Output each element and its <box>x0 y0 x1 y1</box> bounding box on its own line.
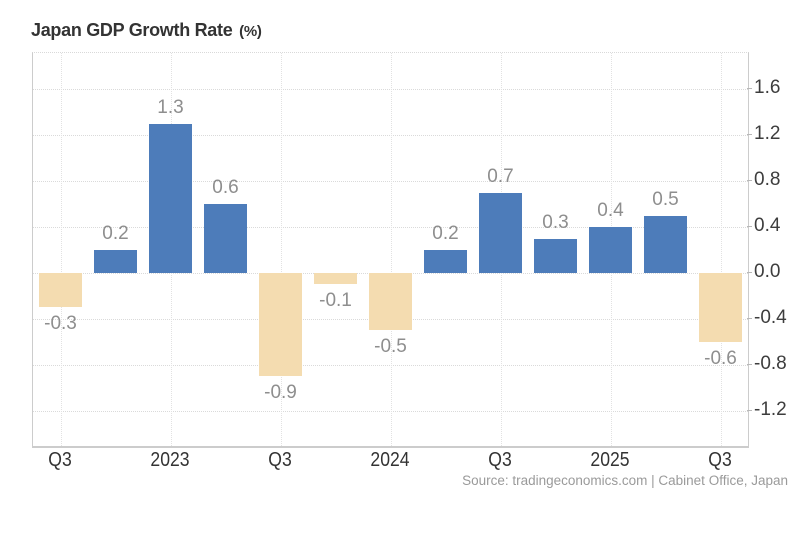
gdp-bar[interactable] <box>204 204 247 273</box>
y-axis-tick <box>747 226 752 228</box>
chart-title-unit: (%) <box>239 23 262 40</box>
source-attribution: Source: tradingeconomics.com | Cabinet O… <box>462 473 788 488</box>
y-axis-tick-label: -0.4 <box>754 306 787 328</box>
y-axis-tick-label: 1.2 <box>754 123 781 145</box>
gdp-bar[interactable] <box>314 273 357 285</box>
gdp-bar[interactable] <box>699 273 742 342</box>
vertical-gridline <box>60 53 62 446</box>
bar-value-label: 0.4 <box>597 200 624 222</box>
y-axis-tick-label: -1.2 <box>754 398 787 420</box>
y-axis-tick-label: 0.8 <box>754 169 781 191</box>
x-axis-tick-label: Q3 <box>267 449 292 471</box>
y-axis-tick-label: 1.6 <box>754 77 781 99</box>
bar-value-label: 0.2 <box>102 223 129 245</box>
x-axis-tick-label: Q3 <box>487 449 512 471</box>
bar-value-label: 0.3 <box>542 211 569 233</box>
gdp-bar[interactable] <box>149 123 192 273</box>
bar-value-label: -0.1 <box>319 290 352 312</box>
bar-value-label: 0.7 <box>487 165 514 187</box>
bar-value-label: 0.6 <box>212 177 239 199</box>
x-axis-tick-label: 2024 <box>369 449 410 471</box>
x-axis-tick-label: Q3 <box>707 449 732 471</box>
y-axis-tick <box>747 317 752 319</box>
chart-title: Japan GDP Growth Rate (%) <box>31 20 262 41</box>
vertical-gridline <box>390 53 392 446</box>
vertical-gridline <box>280 53 282 446</box>
gdp-bar[interactable] <box>424 250 467 273</box>
gdp-bar[interactable] <box>39 273 82 308</box>
gdp-bar[interactable] <box>589 227 632 273</box>
x-axis-tick-label: Q3 <box>47 449 72 471</box>
y-axis-tick <box>747 363 752 365</box>
bar-value-label: -0.3 <box>44 313 77 335</box>
x-axis-tick-label: 2025 <box>589 449 630 471</box>
vertical-gridline <box>720 53 722 446</box>
y-axis-tick <box>747 134 752 136</box>
gdp-bar[interactable] <box>94 250 137 273</box>
bar-value-label: -0.9 <box>264 382 297 404</box>
chart-title-text: Japan GDP Growth Rate <box>31 20 233 40</box>
y-axis-tick-label: 0.4 <box>754 215 781 237</box>
y-axis-tick <box>747 272 752 273</box>
bar-value-label: 0.2 <box>432 223 459 245</box>
gdp-bar[interactable] <box>644 215 687 273</box>
x-axis-tick-label: 2023 <box>149 449 190 471</box>
gdp-bar[interactable] <box>479 192 522 273</box>
gdp-bar[interactable] <box>534 238 577 273</box>
y-axis-tick-label: 0.0 <box>754 261 781 282</box>
gdp-bar[interactable] <box>259 273 302 377</box>
gdp-bar[interactable] <box>369 273 412 331</box>
plot-area: -0.3 0.2 1.3 0.6 -0.9 -0.1 -0.5 0.2 0.7 0.3 0.4 0.5… <box>32 52 749 448</box>
bar-value-label: -0.5 <box>374 336 407 358</box>
bar-value-label: 1.3 <box>157 96 184 118</box>
y-axis-tick <box>747 180 752 182</box>
y-axis-tick-label: -0.8 <box>754 352 787 374</box>
y-axis-tick <box>747 88 752 90</box>
y-axis-tick <box>747 409 752 411</box>
bar-value-label: -0.6 <box>704 347 737 369</box>
bar-value-label: 0.5 <box>652 188 679 210</box>
